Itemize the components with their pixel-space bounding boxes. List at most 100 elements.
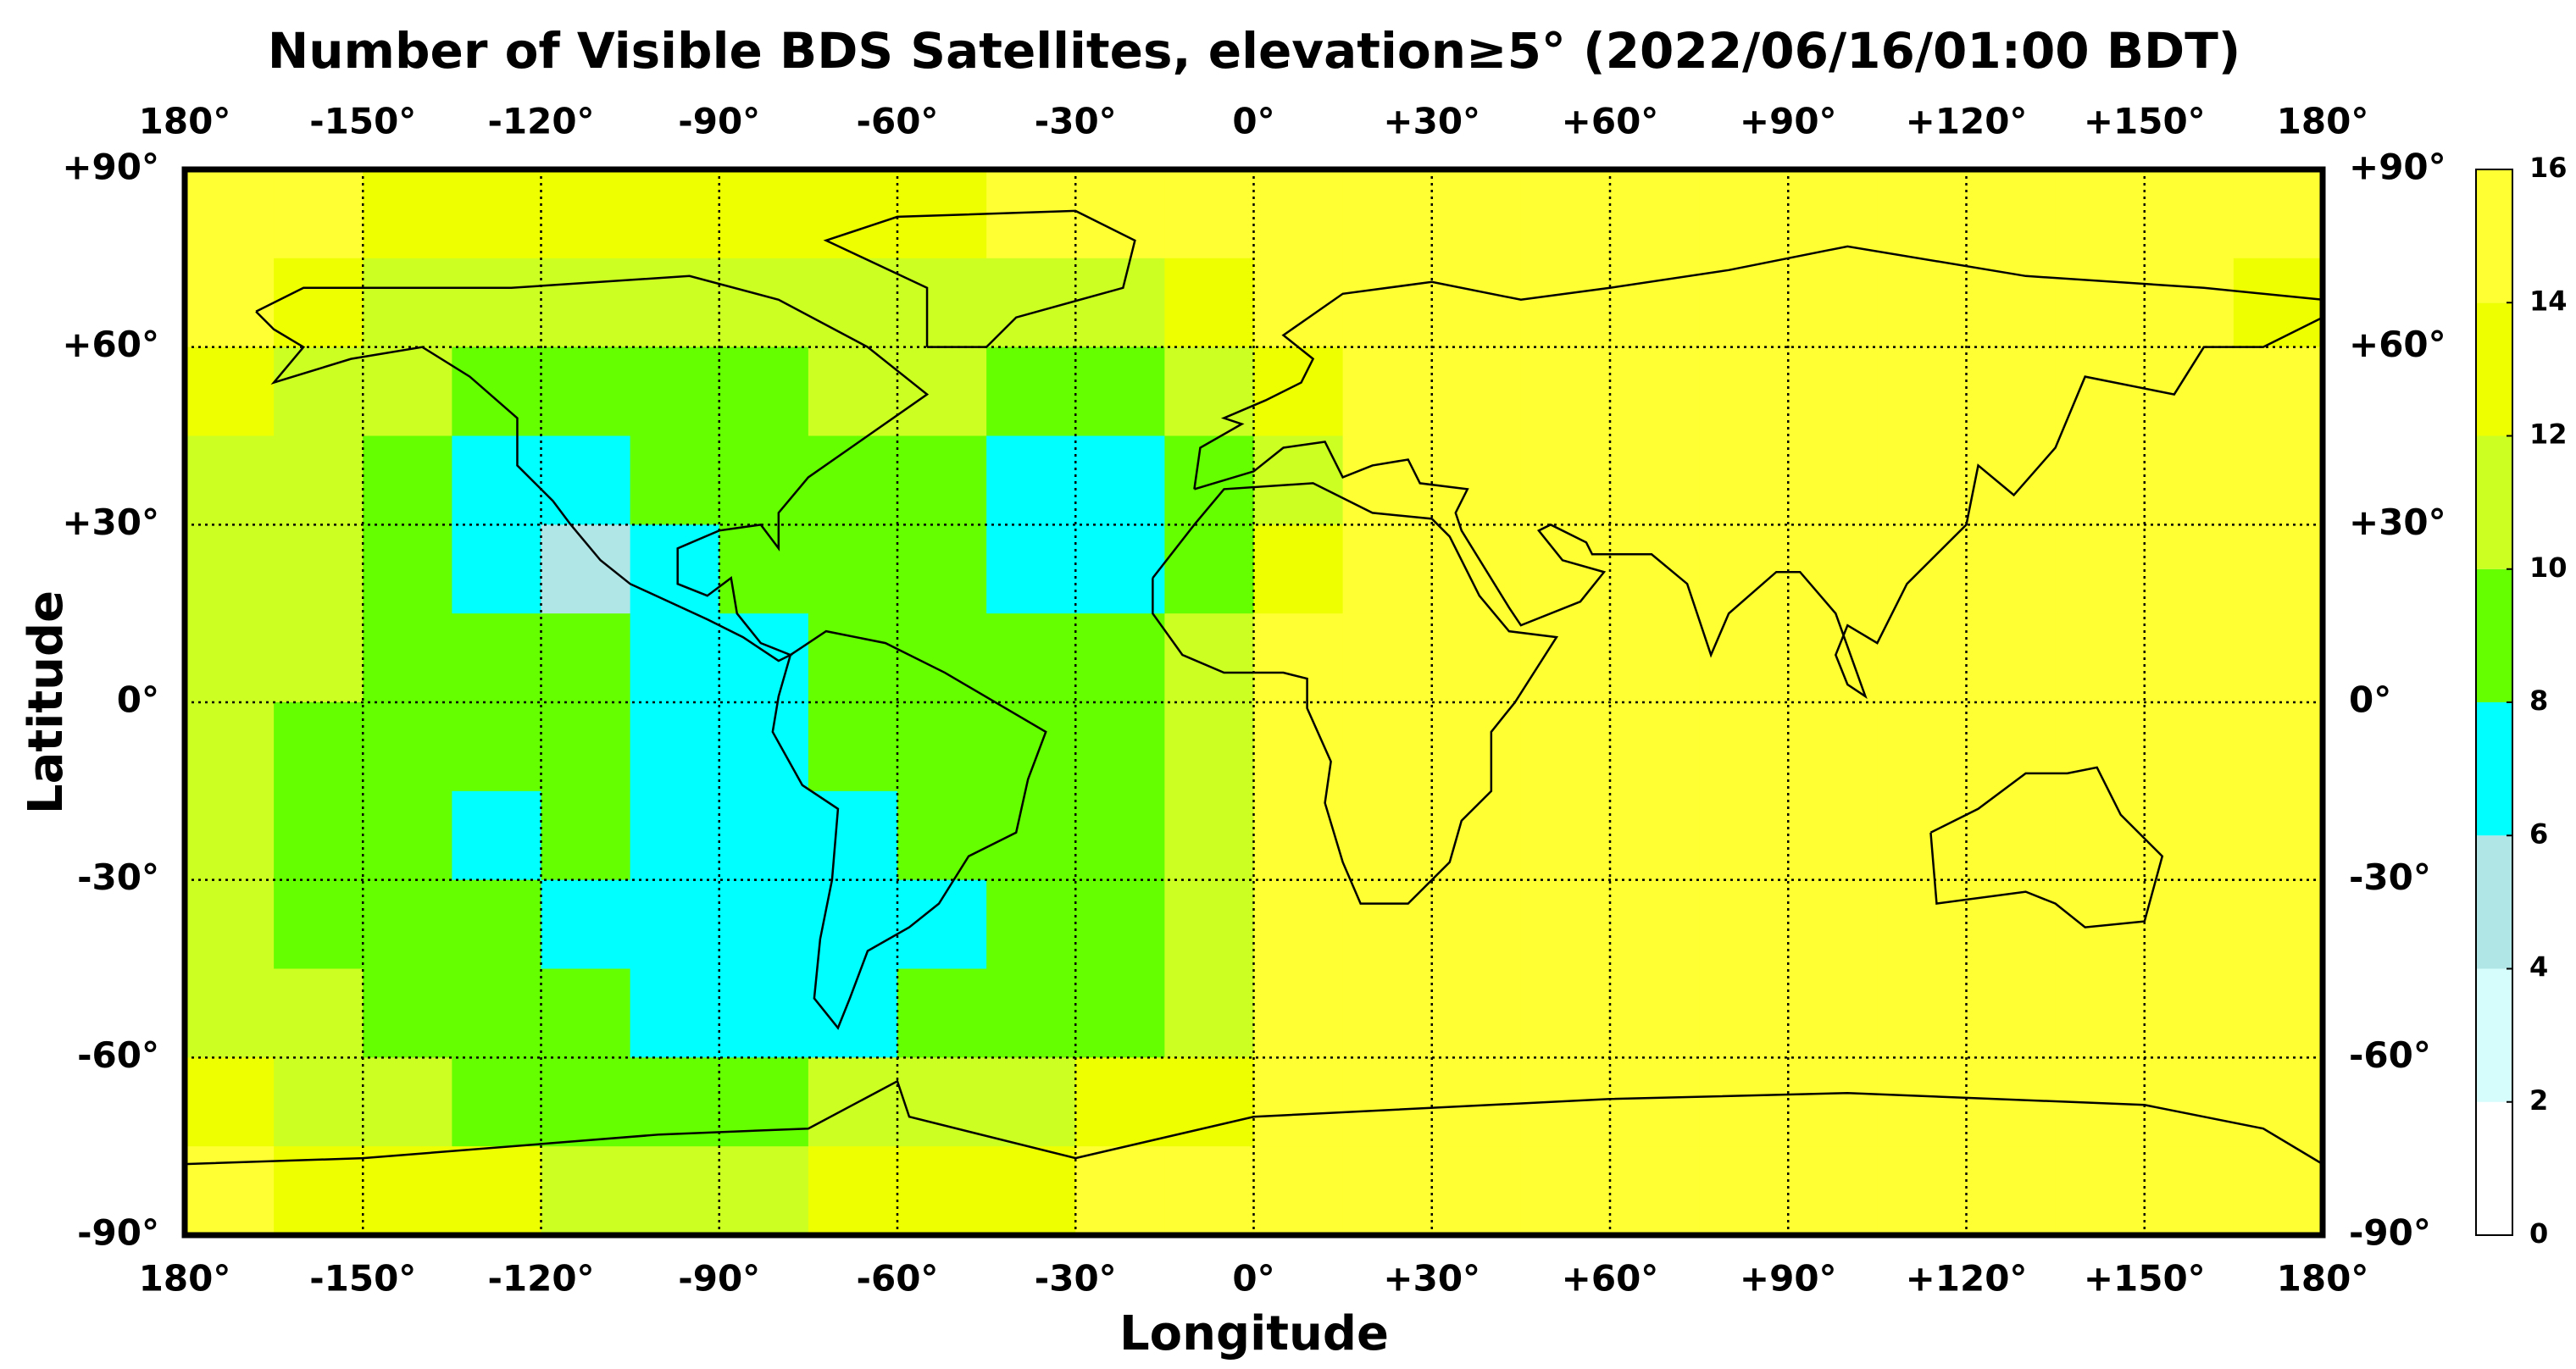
x-tick-label: -30° xyxy=(1035,101,1117,142)
cell xyxy=(1520,879,1611,970)
cell xyxy=(2144,702,2235,792)
cell xyxy=(185,169,275,259)
cell xyxy=(1342,524,1433,614)
cell xyxy=(1431,1057,1522,1147)
cell xyxy=(808,879,898,970)
cell xyxy=(185,258,275,348)
cell xyxy=(2144,790,2235,881)
cell xyxy=(1342,1146,1433,1236)
cell xyxy=(1075,258,1165,348)
cell xyxy=(1075,435,1165,525)
cell xyxy=(2144,613,2235,703)
cell xyxy=(363,169,452,259)
cell xyxy=(1877,702,1968,792)
cell xyxy=(2055,613,2146,703)
cell xyxy=(452,702,542,792)
colorbar-segment xyxy=(2476,568,2512,702)
cell xyxy=(452,346,542,437)
cell xyxy=(1877,346,1968,437)
cell xyxy=(541,968,631,1058)
cell xyxy=(1877,1146,1968,1236)
cell xyxy=(185,702,275,792)
cell xyxy=(363,1146,452,1236)
cell xyxy=(1966,968,2057,1058)
cell xyxy=(2144,879,2235,970)
cell xyxy=(1164,524,1255,614)
coastline xyxy=(1152,482,1559,905)
cell xyxy=(1253,524,1344,614)
colorbar-tick-label: 10 xyxy=(2529,551,2568,584)
cell xyxy=(1966,790,2057,881)
cell xyxy=(1699,790,1789,881)
x-tick-label: -90° xyxy=(678,101,760,142)
cell xyxy=(1253,1146,1344,1236)
y-tick-label: +90° xyxy=(2349,147,2446,188)
cell xyxy=(2055,169,2146,259)
cell xyxy=(1253,879,1344,970)
cell xyxy=(1431,968,1522,1058)
cell xyxy=(185,1057,275,1147)
cell xyxy=(897,879,987,970)
cell xyxy=(274,790,364,881)
cell xyxy=(1164,258,1255,348)
cell xyxy=(808,346,898,437)
cell xyxy=(1342,346,1433,437)
cell xyxy=(630,613,720,703)
cell xyxy=(1342,1057,1433,1147)
cell xyxy=(1610,169,1700,259)
cell xyxy=(986,702,1076,792)
colorbar-tick-label: 6 xyxy=(2529,818,2548,850)
cell xyxy=(1966,258,2057,348)
cell xyxy=(1431,879,1522,970)
y-tick-label: -60° xyxy=(77,1034,159,1076)
colorbar-segment xyxy=(2476,968,2512,1102)
cell xyxy=(185,879,275,970)
cell xyxy=(1610,258,1700,348)
cell xyxy=(2233,968,2323,1058)
cell xyxy=(1075,346,1165,437)
x-tick-label: 0° xyxy=(1232,101,1274,142)
cell xyxy=(2144,524,2235,614)
cell xyxy=(1164,702,1255,792)
x-tick-label: 180° xyxy=(2277,101,2369,142)
cell xyxy=(986,1057,1076,1147)
cell xyxy=(2144,968,2235,1058)
cell xyxy=(897,435,987,525)
x-tick-label: +30° xyxy=(1383,101,1480,142)
cell xyxy=(452,169,542,259)
colorbar-segment xyxy=(2476,435,2512,569)
cell xyxy=(1342,613,1433,703)
cell xyxy=(2233,346,2323,437)
colorbar-segment xyxy=(2476,702,2512,836)
cell xyxy=(2144,1146,2235,1236)
cell xyxy=(808,968,898,1058)
cell xyxy=(1342,790,1433,881)
cell xyxy=(1342,169,1433,259)
colorbar-tick-label: 14 xyxy=(2529,285,2568,317)
colorbar-frame xyxy=(2475,169,2513,1236)
cell xyxy=(363,435,452,525)
cell xyxy=(1788,1057,1878,1147)
cell xyxy=(1610,968,1700,1058)
x-tick-label: +30° xyxy=(1383,1258,1480,1300)
colorbar-tick-label: 12 xyxy=(2529,418,2568,451)
cell xyxy=(1520,169,1611,259)
cell xyxy=(1164,879,1255,970)
colorbar-tick-label: 16 xyxy=(2529,152,2568,184)
cell xyxy=(719,524,809,614)
cell xyxy=(1253,346,1344,437)
coastline xyxy=(255,274,930,662)
colorbar-tick-label: 8 xyxy=(2529,684,2548,717)
cell xyxy=(630,346,720,437)
cell xyxy=(541,879,631,970)
cell xyxy=(1788,879,1878,970)
cell xyxy=(1788,169,1878,259)
cell xyxy=(1966,1146,2057,1236)
cell xyxy=(2233,435,2323,525)
cell xyxy=(2055,435,2146,525)
chart-title: Number of Visible BDS Satellites, elevat… xyxy=(268,22,2241,80)
cell xyxy=(1610,1146,1700,1236)
cell xyxy=(363,790,452,881)
x-tick-label: +120° xyxy=(1906,101,2028,142)
